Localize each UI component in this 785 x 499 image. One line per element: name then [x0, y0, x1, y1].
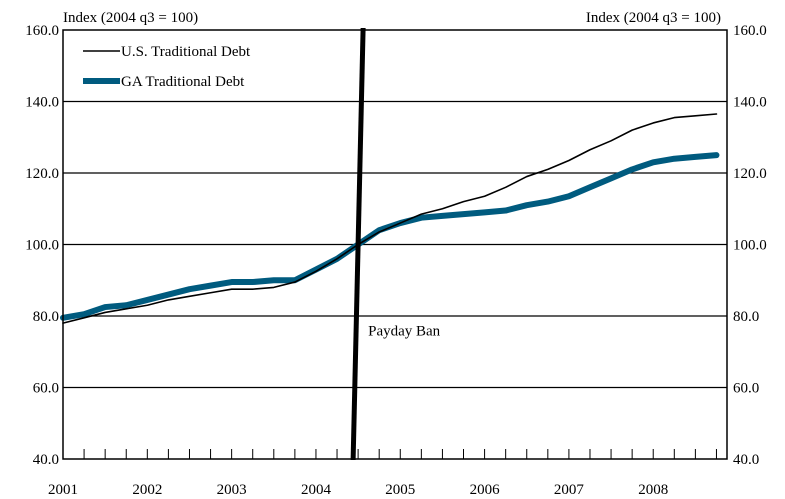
event-marker: Payday Ban [350, 27, 441, 461]
y-tick-label-left: 80.0 [33, 309, 59, 325]
y-tick-label-left: 100.0 [25, 238, 59, 254]
x-tick-label: 2008 [638, 482, 668, 498]
y-tick-label-right: 140.0 [733, 95, 767, 111]
us-debt-line [62, 113, 718, 324]
y-tick-label-right: 60.0 [733, 381, 759, 397]
x-tick-label: 2005 [385, 482, 415, 498]
payday-ban-label: Payday Ban [368, 324, 441, 340]
y-tick-label-left: 40.0 [33, 452, 59, 468]
legend-label: U.S. Traditional Debt [121, 44, 251, 60]
tick-labels: 40.0 40.0 60.0 60.0 80.0 80.0 100.0 100.0 120.0 1… [25, 23, 767, 498]
series-group [60, 113, 720, 324]
left-axis-label: Index (2004 q3 = 100) [63, 10, 198, 26]
payday-ban-line [350, 27, 366, 461]
right-axis-label: Index (2004 q3 = 100) [586, 10, 721, 26]
x-tick-label: 2006 [470, 482, 501, 498]
gridlines [63, 100, 727, 389]
x-tick-label: 2002 [132, 482, 162, 498]
plot-frame [62, 29, 728, 460]
legend-label: GA Traditional Debt [121, 74, 245, 90]
axis-ticks [62, 449, 717, 459]
x-tick-label: 2003 [217, 482, 247, 498]
y-tick-label-right: 120.0 [733, 166, 767, 182]
y-tick-label-right: 100.0 [733, 238, 767, 254]
y-tick-label-left: 160.0 [25, 23, 59, 39]
legend: U.S. Traditional Debt GA Traditional Debt [83, 44, 251, 90]
x-tick-label: 2007 [554, 482, 585, 498]
x-tick-label: 2001 [48, 482, 78, 498]
ga-debt-line [60, 152, 720, 321]
y-tick-label-left: 60.0 [33, 381, 59, 397]
y-tick-label-left: 140.0 [25, 95, 59, 111]
y-tick-label-right: 160.0 [733, 23, 767, 39]
y-tick-label-right: 80.0 [733, 309, 759, 325]
y-tick-label-right: 40.0 [733, 452, 759, 468]
y-tick-label-left: 120.0 [25, 166, 59, 182]
x-tick-label: 2004 [301, 482, 332, 498]
